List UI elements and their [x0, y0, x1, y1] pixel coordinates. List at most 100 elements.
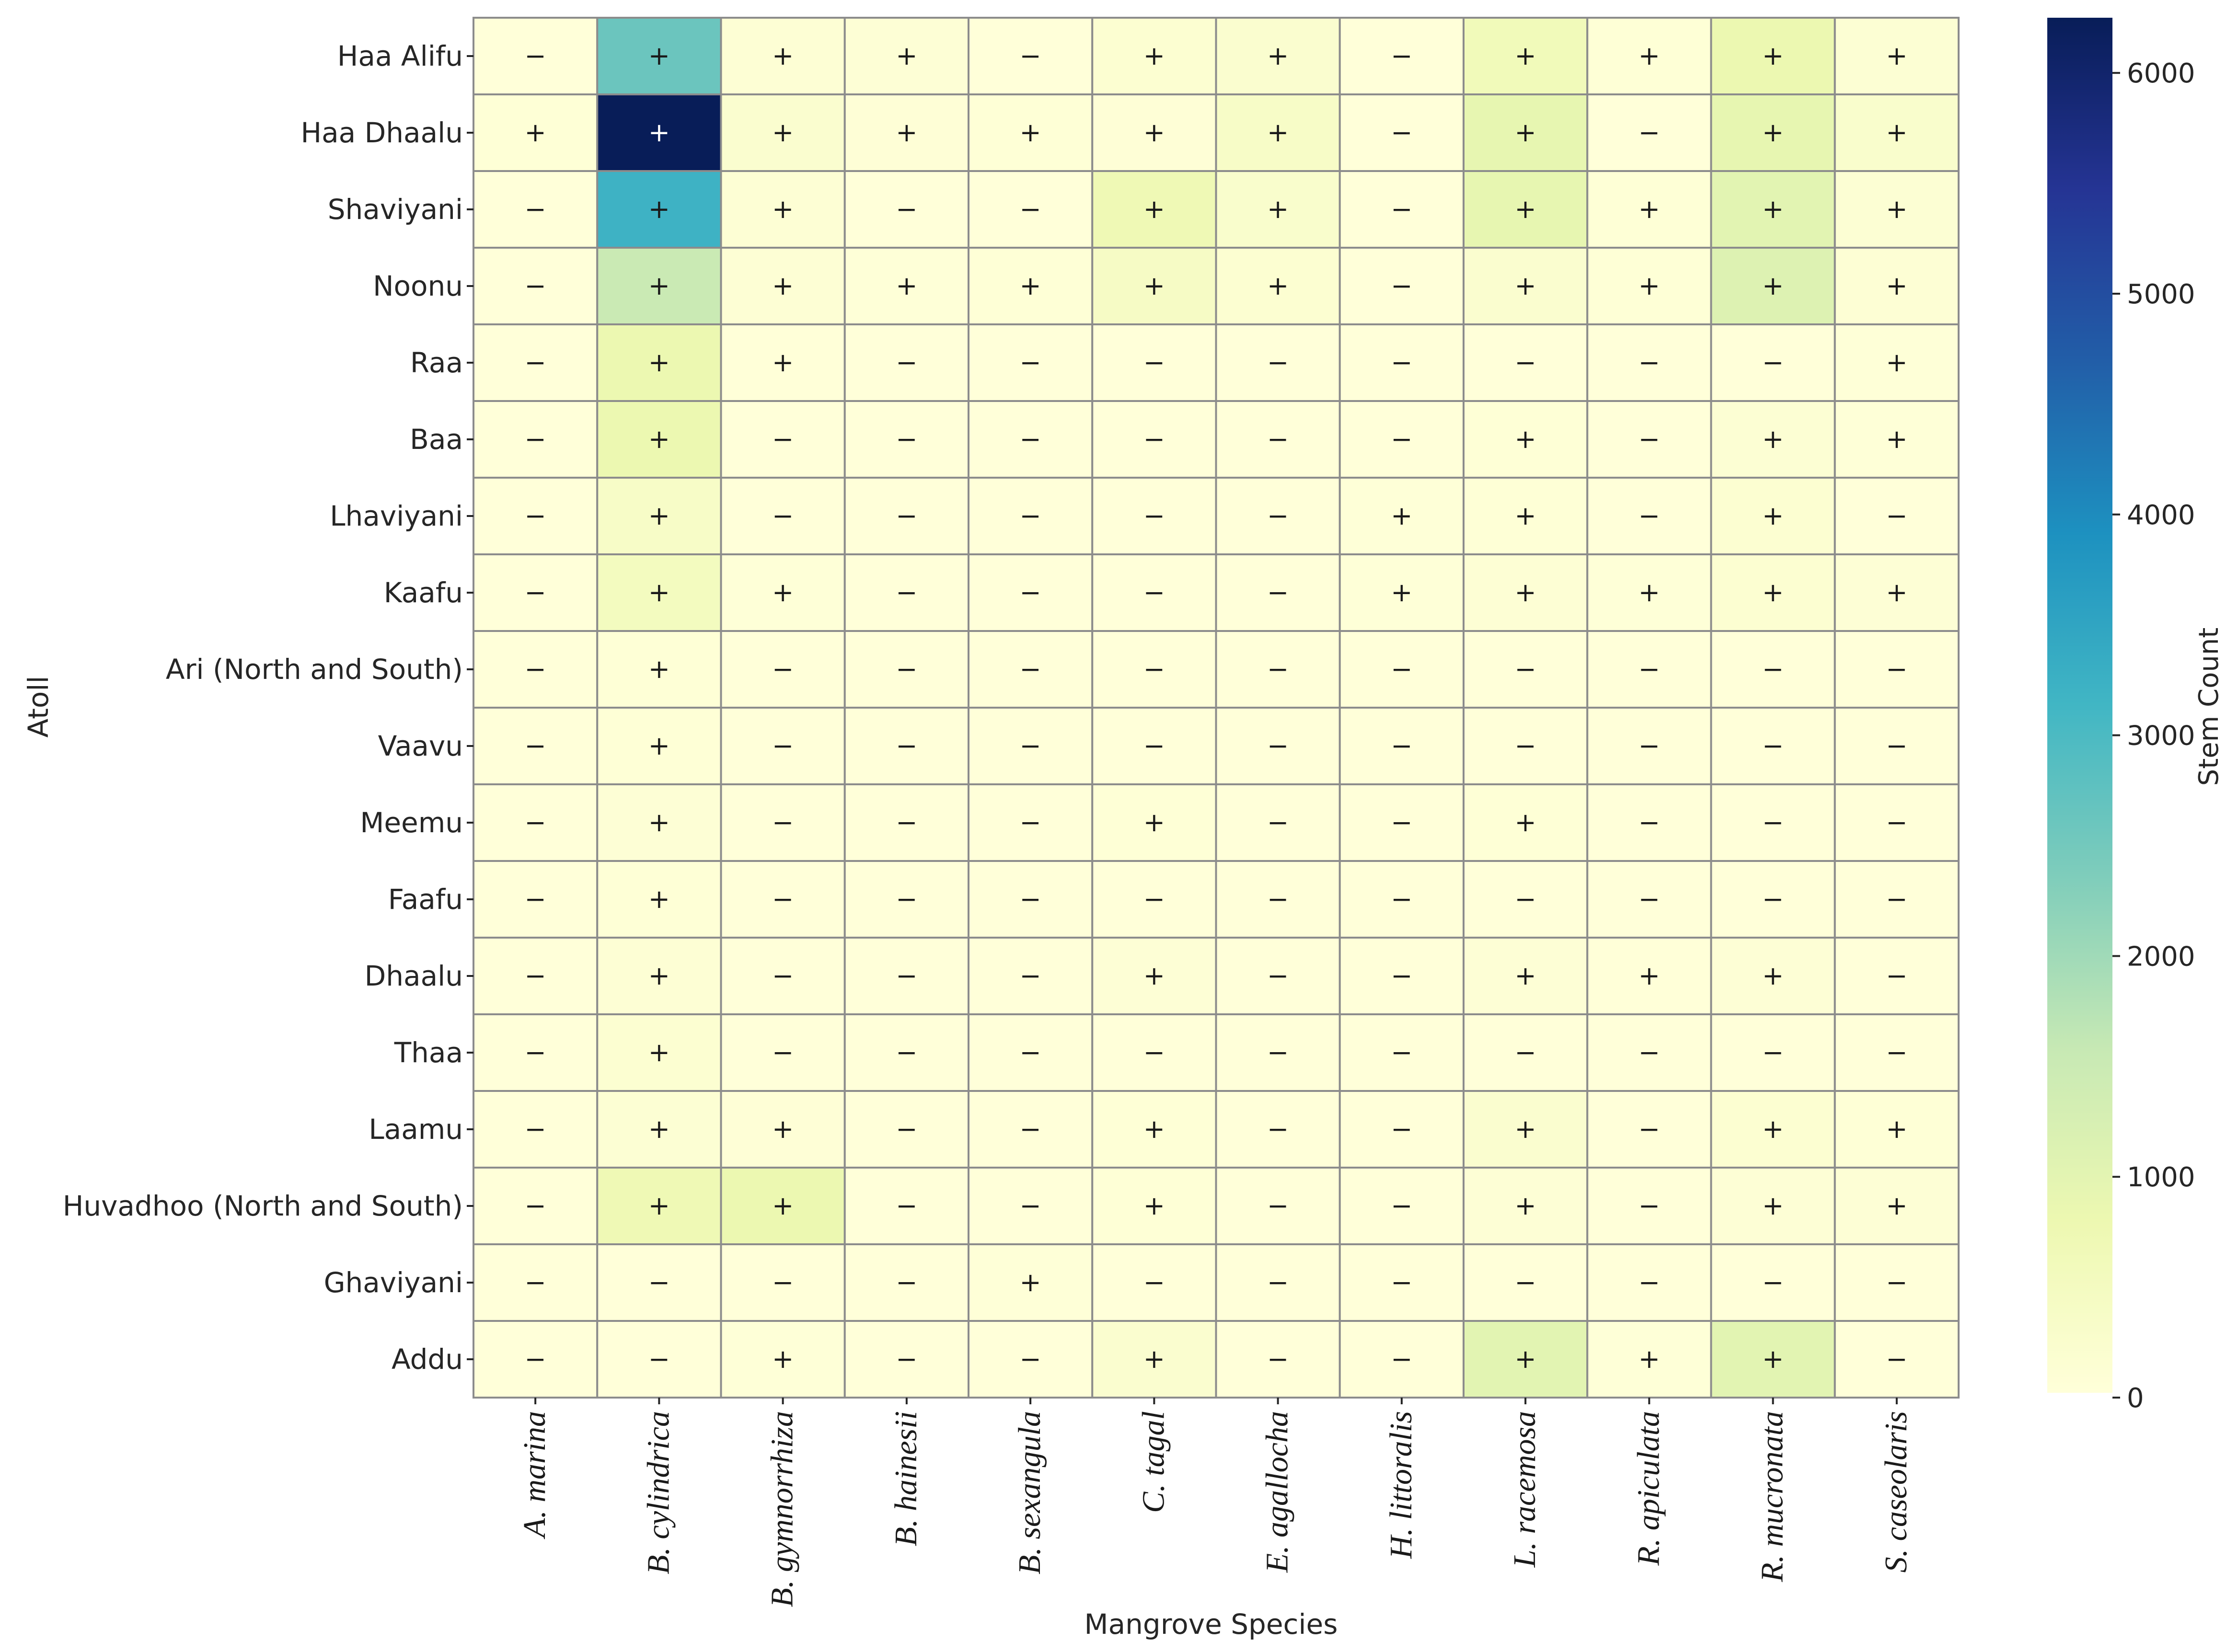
- colorbar-gradient: [2047, 18, 2112, 1393]
- cell-annotation: +: [648, 194, 670, 224]
- cell-annotation: +: [648, 347, 670, 378]
- heatmap-cell: [1338, 630, 1465, 709]
- cell-annotation: −: [1391, 961, 1412, 991]
- heatmap-cell: [1834, 170, 1960, 249]
- colorbar-tick-label: 4000: [2127, 500, 2195, 531]
- atoll-label: Haa Alifu: [337, 40, 463, 72]
- species-label: B. sexangula: [1012, 1411, 1047, 1574]
- cell-annotation: +: [1762, 117, 1784, 148]
- cell-annotation: −: [1762, 731, 1784, 761]
- cell-annotation: −: [1762, 347, 1784, 378]
- cell-annotation: +: [648, 501, 670, 531]
- species-label: L. racemosa: [1507, 1411, 1542, 1568]
- cell-annotation: −: [772, 961, 794, 991]
- cell-annotation: −: [525, 1344, 546, 1374]
- colorbar-label: Stem Count: [2193, 628, 2225, 786]
- colorbar-tick-label: 3000: [2127, 721, 2195, 752]
- heatmap-cell: [1834, 1167, 1960, 1245]
- cell-annotation: −: [1267, 501, 1289, 531]
- cell-annotation: −: [896, 1191, 917, 1221]
- heatmap-cell: [968, 1243, 1094, 1322]
- cell-annotation: +: [648, 577, 670, 608]
- heatmap-cell: [1463, 400, 1589, 479]
- cell-annotation: −: [1886, 1267, 1907, 1297]
- cell-annotation: +: [1020, 1267, 1041, 1297]
- heatmap-cell: [968, 170, 1094, 249]
- atoll-label: Noonu: [373, 270, 463, 302]
- heatmap-cell: [720, 860, 846, 939]
- heatmap-cell: [720, 17, 846, 95]
- cell-annotation: +: [1020, 117, 1041, 148]
- cell-annotation: −: [1020, 194, 1041, 224]
- species-label: B. gymnorrhiza: [765, 1411, 800, 1607]
- cell-annotation: −: [1638, 807, 1660, 837]
- cell-annotation: −: [1143, 347, 1165, 378]
- heatmap-cell: [1091, 17, 1217, 95]
- cell-annotation: +: [1762, 1344, 1784, 1374]
- species-label: B. cylindrica: [641, 1411, 676, 1574]
- atoll-label: Faafu: [388, 883, 463, 916]
- cell-annotation: −: [1267, 1037, 1289, 1067]
- cell-annotation: +: [648, 961, 670, 991]
- cell-annotation: −: [896, 194, 917, 224]
- heatmap-cell: [843, 170, 969, 249]
- heatmap-cell: [968, 937, 1094, 1015]
- cell-annotation: −: [1267, 1191, 1289, 1221]
- heatmap-cell: [1586, 17, 1712, 95]
- heatmap-cell: [1338, 93, 1465, 172]
- cell-annotation: +: [1762, 194, 1784, 224]
- heatmap-cell: [1834, 630, 1960, 709]
- cell-annotation: +: [772, 117, 794, 148]
- cell-annotation: −: [1391, 731, 1412, 761]
- cell-annotation: +: [1638, 271, 1660, 301]
- cell-annotation: −: [896, 884, 917, 914]
- heatmap-cell: [1463, 630, 1589, 709]
- heatmap-cell: [1463, 783, 1589, 862]
- heatmap-cell: [1338, 400, 1465, 479]
- cell-annotation: −: [1020, 501, 1041, 531]
- cell-annotation: +: [1762, 41, 1784, 71]
- heatmap-cell: [1215, 937, 1341, 1015]
- cell-annotation: −: [648, 1344, 670, 1374]
- cell-annotation: −: [1638, 654, 1660, 684]
- cell-annotation: −: [1143, 1037, 1165, 1067]
- cell-annotation: +: [1886, 577, 1907, 608]
- cell-annotation: −: [896, 501, 917, 531]
- cell-annotation: +: [1886, 194, 1907, 224]
- species-label: A. marina: [517, 1411, 552, 1539]
- heatmap-cell: [473, 1013, 599, 1092]
- cell-annotation: −: [1515, 654, 1536, 684]
- cell-annotation: +: [1515, 424, 1536, 454]
- cell-annotation: −: [525, 884, 546, 914]
- heatmap-cell: [1215, 1013, 1341, 1092]
- heatmap-cell: [1091, 93, 1217, 172]
- heatmap-cell: [843, 937, 969, 1015]
- colorbar: 0 1000 2000 3000 4000 5000 6000 Stem Count: [2047, 18, 2225, 1414]
- atoll-label: Haa Dhaalu: [300, 116, 463, 149]
- heatmap-cell: [596, 1167, 722, 1245]
- heatmap-cell: [1834, 400, 1960, 479]
- cell-annotation: +: [1638, 961, 1660, 991]
- cell-annotation: +: [1515, 194, 1536, 224]
- cell-annotation: +: [1886, 117, 1907, 148]
- cell-annotation: +: [1143, 807, 1165, 837]
- cell-annotation: −: [525, 731, 546, 761]
- cell-annotation: −: [1391, 424, 1412, 454]
- heatmap-cell: [1834, 17, 1960, 95]
- cell-annotation: −: [1020, 731, 1041, 761]
- cell-annotation: −: [1762, 807, 1784, 837]
- heatmap-cell: [1834, 1013, 1960, 1092]
- cell-annotation: +: [1143, 194, 1165, 224]
- heatmap-cell: [720, 1320, 846, 1399]
- cell-annotation: −: [1143, 424, 1165, 454]
- atoll-label: Laamu: [369, 1113, 463, 1146]
- cell-annotation: −: [1267, 1267, 1289, 1297]
- cell-annotation: −: [525, 961, 546, 991]
- atoll-label: Lhaviyani: [330, 500, 463, 532]
- cell-annotation: −: [525, 1037, 546, 1067]
- cell-annotation: −: [896, 1037, 917, 1067]
- cell-annotation: +: [648, 1114, 670, 1144]
- cell-annotation: −: [1020, 41, 1041, 71]
- cell-annotation: +: [648, 884, 670, 914]
- heatmap-cell: [968, 707, 1094, 785]
